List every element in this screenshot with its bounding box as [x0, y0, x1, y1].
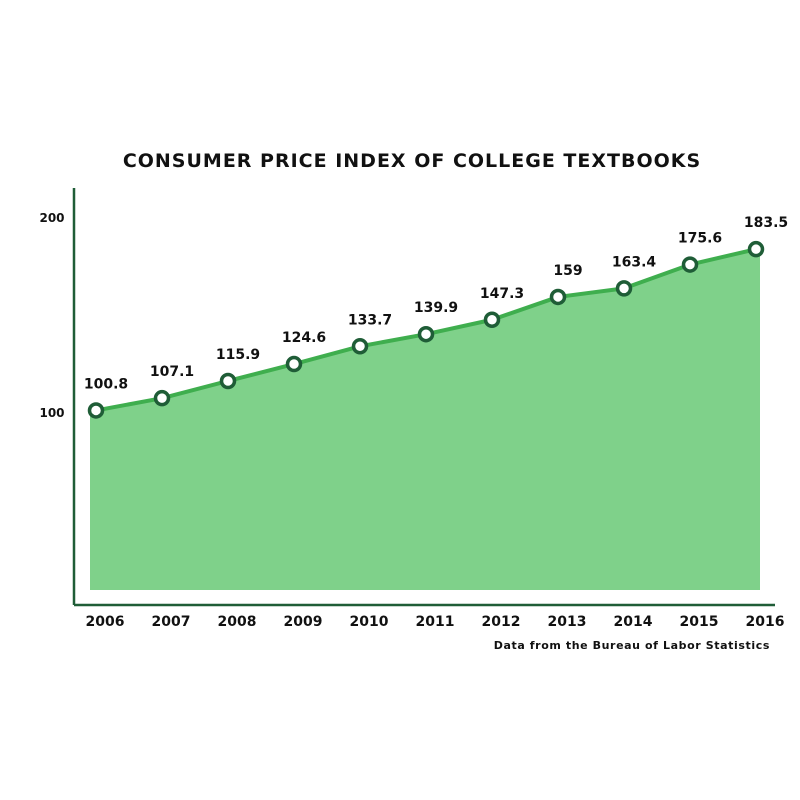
- x-tick-label: 2010: [350, 614, 389, 630]
- x-tick-label: 2006: [86, 614, 125, 630]
- data-label: 183.5: [744, 215, 788, 231]
- data-label: 175.6: [678, 231, 722, 247]
- data-point: [615, 280, 633, 297]
- data-label: 147.3: [480, 286, 524, 302]
- x-tick-label: 2015: [680, 614, 719, 630]
- area-fill: [90, 249, 760, 591]
- plot-area: 100 200 100.8 2006 107.1 2007 115.9 2008 124.6 20…: [39, 188, 788, 630]
- data-label: 107.1: [150, 364, 194, 380]
- data-point: [219, 372, 237, 390]
- chart-title: CONSUMER PRICE INDEX OF COLLEGE TEXTBOOK…: [123, 150, 701, 172]
- x-tick-label: 2013: [548, 614, 587, 630]
- data-label: 159: [553, 263, 582, 279]
- x-tick-label: 2014: [614, 614, 653, 630]
- x-tick-label: 2008: [218, 614, 257, 630]
- data-label: 139.9: [414, 300, 458, 316]
- x-tick-label: 2007: [152, 614, 191, 630]
- data-point: [747, 240, 765, 258]
- y-tick-label: 200: [39, 211, 64, 225]
- data-point: [549, 288, 567, 306]
- source-note: Data from the Bureau of Labor Statistics: [494, 639, 770, 652]
- x-tick-label: 2009: [284, 614, 323, 630]
- data-label: 133.7: [348, 312, 392, 328]
- data-point: [87, 402, 105, 419]
- data-point: [285, 355, 303, 373]
- data-label: 100.8: [84, 376, 128, 392]
- data-label: 163.4: [612, 254, 657, 270]
- data-point: [351, 338, 369, 355]
- x-tick-label: 2016: [746, 614, 785, 630]
- data-label: 124.6: [282, 330, 326, 346]
- data-point: [153, 389, 171, 407]
- data-point: [681, 256, 699, 273]
- x-tick-label: 2011: [416, 614, 455, 630]
- x-tick-label: 2012: [482, 614, 521, 630]
- data-point: [417, 325, 435, 343]
- data-point: [483, 311, 501, 329]
- y-tick-label: 100: [39, 406, 64, 420]
- data-label: 115.9: [216, 347, 260, 363]
